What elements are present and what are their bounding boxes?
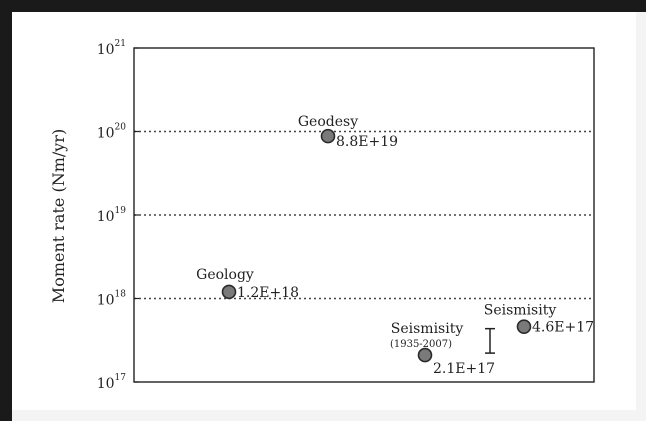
point-value-label: 8.8E+19 <box>336 134 398 150</box>
outer-frame-left <box>0 0 12 421</box>
error-bar <box>485 327 495 354</box>
tick-exponent: 17 <box>115 373 127 383</box>
y-tick-label: 1020 <box>97 123 127 142</box>
point-name-label: Seismisity <box>484 303 557 319</box>
point-value-label: 1.2E+18 <box>237 285 299 301</box>
tick-base: 10 <box>97 42 115 58</box>
gridlines <box>134 130 594 300</box>
outer-frame-bottom <box>12 410 646 421</box>
y-tick-label: 1018 <box>97 290 127 309</box>
plot-area-border <box>133 47 595 383</box>
tick-exponent: 21 <box>115 39 126 49</box>
data-point <box>516 319 532 334</box>
y-axis-label: Moment rate (Nm/yr) <box>49 129 68 303</box>
tick-exponent: 19 <box>115 206 127 216</box>
tick-exponent: 20 <box>115 123 127 133</box>
tick-base: 10 <box>97 209 115 225</box>
data-points: Geodesy 8.8E+19 Geology 1.2E+18 Seismisity (1… <box>196 114 594 377</box>
y-tick-label: 1019 <box>97 206 127 225</box>
y-tick-label: 1021 <box>97 39 126 58</box>
point-value-label: 2.1E+17 <box>433 361 495 377</box>
point-name-label: Geology <box>196 267 254 283</box>
tick-base: 10 <box>97 126 115 142</box>
point-name-label: Seismisity <box>391 321 464 337</box>
tick-exponent: 18 <box>115 290 127 300</box>
point-period-label: (1935-2007) <box>390 339 452 350</box>
tick-base: 10 <box>97 376 115 392</box>
data-point <box>221 284 237 300</box>
point-name-label: Geodesy <box>298 114 358 130</box>
outer-frame-right <box>636 12 646 421</box>
point-value-label: 4.6E+17 <box>532 320 594 336</box>
data-point <box>417 347 433 363</box>
y-tick-label: 1017 <box>97 373 127 392</box>
outer-frame-top <box>0 0 646 12</box>
data-point <box>320 128 336 144</box>
tick-base: 10 <box>97 293 115 309</box>
